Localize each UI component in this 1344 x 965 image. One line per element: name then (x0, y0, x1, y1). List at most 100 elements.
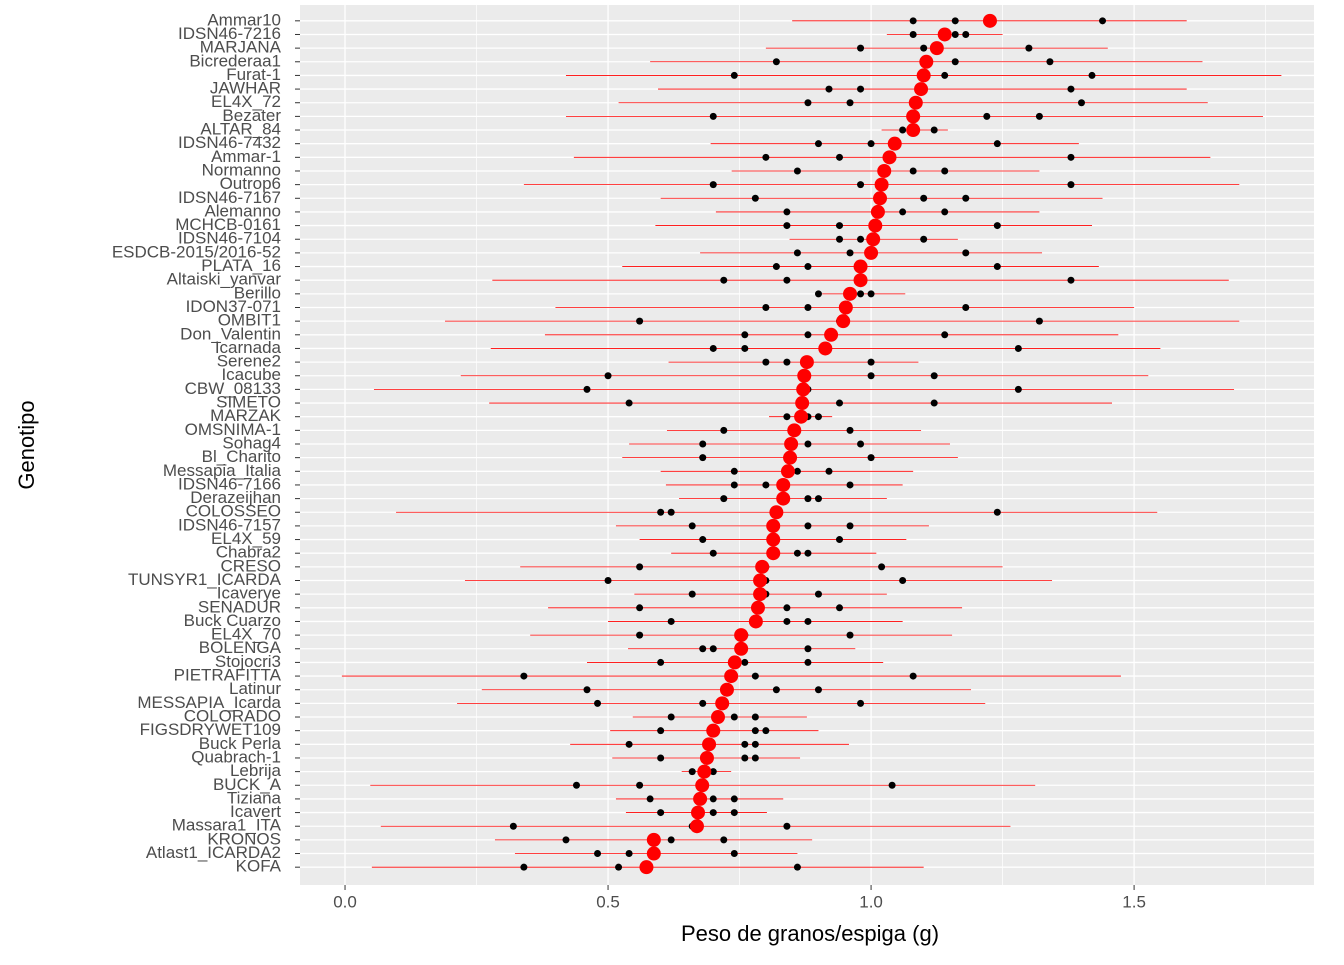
mean-point (916, 68, 931, 83)
replicate-point (941, 331, 949, 339)
replicate-point (636, 563, 644, 571)
replicate-point (836, 153, 844, 161)
replicate-point (583, 686, 591, 694)
y-tick-label: OMSNIMA-1 (185, 420, 281, 439)
mean-point (799, 355, 814, 370)
replicate-point (762, 153, 770, 161)
replicate-point (751, 740, 759, 748)
mean-point (795, 396, 810, 411)
y-tick-label: Ammar-1 (211, 147, 281, 166)
y-tick-label: Latinur (229, 679, 281, 698)
y-tick-label: MCHCB-0161 (175, 215, 281, 234)
replicate-point (1035, 317, 1043, 325)
replicate-point (867, 358, 875, 366)
replicate-point (941, 167, 949, 175)
y-tick-label: EL4X_59 (211, 529, 281, 548)
replicate-point (804, 263, 812, 271)
replicate-point (783, 358, 791, 366)
y-tick-label: Berillo (234, 283, 281, 302)
replicate-point (962, 303, 970, 311)
y-tick-label: ESDCB-2015/2016-52 (112, 242, 281, 261)
replicate-point (1088, 71, 1096, 79)
replicate-point (709, 549, 717, 557)
replicate-point (846, 99, 854, 107)
y-tick-label: PLATA_16 (201, 256, 281, 275)
replicate-point (730, 713, 738, 721)
replicate-point (730, 481, 738, 489)
replicate-point (836, 222, 844, 230)
y-tick-label: Bezater (222, 106, 281, 125)
replicate-point (657, 727, 665, 735)
y-tick-label: Buck Perla (199, 734, 282, 753)
replicate-point (709, 768, 717, 776)
mean-point (908, 95, 923, 110)
replicate-point (783, 413, 791, 421)
y-tick-label: Derazeijhan (190, 488, 281, 507)
replicate-point (783, 276, 791, 284)
replicate-point (930, 372, 938, 380)
replicate-point (667, 713, 675, 721)
mean-point (794, 409, 809, 424)
replicate-point (1014, 344, 1022, 352)
mean-point (866, 232, 881, 247)
replicate-point (615, 863, 623, 871)
mean-point (868, 218, 883, 233)
replicate-point (857, 44, 865, 52)
y-tick-label: KOFA (236, 857, 282, 876)
replicate-point (688, 522, 696, 530)
y-tick-label: Atlast1_ICARDA2 (146, 843, 281, 862)
replicate-point (793, 863, 801, 871)
replicate-point (709, 809, 717, 817)
replicate-point (804, 495, 812, 503)
replicate-point (699, 536, 707, 544)
replicate-point (583, 385, 591, 393)
replicate-point (562, 836, 570, 844)
mean-point (796, 382, 811, 397)
mean-point (639, 860, 654, 875)
y-tick-label: ALTAR_84 (200, 120, 281, 139)
mean-point (706, 723, 721, 738)
mean-point (784, 437, 799, 451)
replicate-point (762, 358, 770, 366)
y-tick-label: IDSN46-7167 (178, 188, 281, 207)
mean-point (818, 341, 833, 356)
y-tick-label: JAWHAR (210, 79, 281, 98)
replicate-point (1067, 85, 1075, 93)
mean-point (776, 491, 791, 506)
replicate-point (993, 263, 1001, 271)
y-tick-label: COLORADO (184, 707, 281, 726)
replicate-point (751, 727, 759, 735)
replicate-point (520, 672, 528, 680)
replicate-point (594, 699, 602, 707)
replicate-point (836, 235, 844, 243)
replicate-point (825, 85, 833, 93)
replicate-point (730, 850, 738, 858)
replicate-point (709, 181, 717, 189)
replicate-point (867, 140, 875, 148)
y-tick-label: CBW_08133 (185, 379, 281, 398)
y-tick-label: Furat-1 (226, 65, 281, 84)
y-tick-label: Quabrach-1 (191, 747, 281, 766)
mean-point (843, 286, 858, 301)
y-axis-title: Genotipo (14, 400, 39, 489)
replicate-point (772, 263, 780, 271)
y-tick-label: SIMETO (216, 393, 281, 412)
mean-point (750, 600, 765, 615)
replicate-point (930, 126, 938, 134)
replicate-point (604, 372, 612, 380)
replicate-point (688, 590, 696, 598)
replicate-point (836, 536, 844, 544)
replicate-point (857, 699, 865, 707)
y-tick-label: Icacube (221, 365, 281, 384)
replicate-point (688, 768, 696, 776)
replicate-point (751, 713, 759, 721)
mean-point (734, 641, 749, 656)
replicate-point (520, 863, 528, 871)
replicate-point (920, 235, 928, 243)
replicate-point (867, 372, 875, 380)
mean-point (870, 204, 885, 219)
x-axis-title: Peso de granos/espiga (g) (681, 921, 939, 946)
replicate-point (657, 754, 665, 762)
replicate-point (1025, 44, 1033, 52)
